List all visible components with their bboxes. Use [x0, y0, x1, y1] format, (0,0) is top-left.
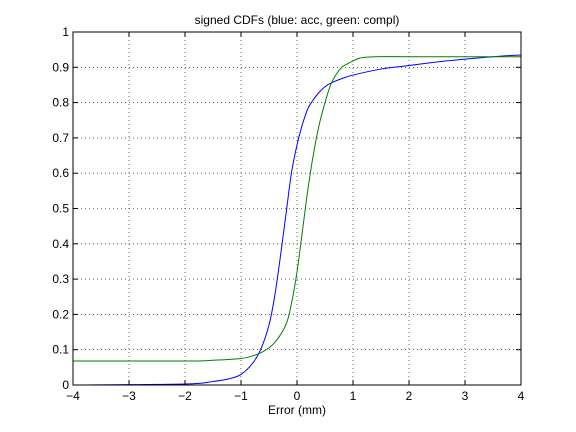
- y-tick-label: 0.2: [52, 307, 69, 321]
- chart-title: signed CDFs (blue: acc, green: compl): [195, 13, 400, 27]
- y-tick-label: 0.1: [52, 343, 69, 357]
- y-tick-label: 0.5: [52, 202, 69, 216]
- series-layer: [72, 54, 522, 386]
- series-line-blue: [72, 54, 522, 386]
- x-tick-label: 3: [462, 389, 469, 403]
- y-tick-label: 0.8: [52, 96, 69, 110]
- tick-layer: −4 −3 −2 −1 0 1 2 3 4 0 0.1 0.2 0.3 0.4 0.5 0.6 0.7 0.8 0.…: [52, 25, 524, 403]
- x-tick-label: −1: [234, 389, 248, 403]
- grid-layer: [73, 32, 521, 385]
- x-tick-label: 4: [518, 389, 525, 403]
- x-tick-label: −4: [66, 389, 80, 403]
- x-tick-label: −2: [178, 389, 192, 403]
- x-axis-label: Error (mm): [268, 403, 326, 417]
- x-tick-label: −3: [122, 389, 136, 403]
- y-tick-label: 1: [62, 25, 69, 39]
- y-tick-label: 0: [62, 378, 69, 392]
- y-tick-label: 0.4: [52, 237, 69, 251]
- y-tick-label: 0.7: [52, 131, 69, 145]
- x-tick-label: 0: [294, 389, 301, 403]
- y-tick-label: 0.9: [52, 60, 69, 74]
- x-tick-label: 1: [350, 389, 357, 403]
- series-line-green: [72, 56, 521, 362]
- y-tick-label: 0.6: [52, 166, 69, 180]
- x-tick-label: 2: [406, 389, 413, 403]
- y-tick-label: 0.3: [52, 272, 69, 286]
